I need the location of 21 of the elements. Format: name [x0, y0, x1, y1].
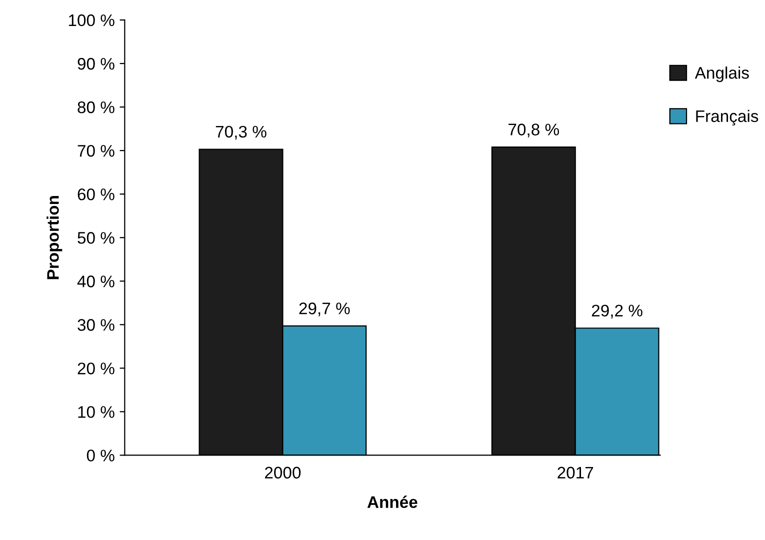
data-label: 70,3 % — [216, 126, 266, 140]
legend-label: Français — [696, 110, 758, 126]
legend-label: Anglais — [694, 66, 749, 82]
y-tick-label: 100 % — [68, 14, 114, 26]
x-axis-title: Année — [367, 496, 418, 508]
y-tick-label: 70 % — [78, 144, 114, 157]
data-label: 70,8 % — [508, 124, 559, 138]
y-tick-label: 0 % — [86, 450, 114, 462]
data-label: 29,2 % — [592, 304, 642, 318]
data-label: 29,7 % — [299, 302, 350, 316]
y-tick-label: 10 % — [78, 406, 114, 418]
y-axis-title: Proportion — [46, 196, 62, 280]
y-tick-label: 30 % — [78, 319, 114, 331]
y-tick-label: 50 % — [78, 232, 114, 244]
y-tick-label: 40 % — [77, 276, 114, 288]
y-tick-label: 90 % — [78, 58, 114, 70]
y-tick-label: 60 % — [78, 188, 114, 200]
y-tick-label: 80 % — [78, 101, 114, 114]
y-tick-label: 20 % — [78, 362, 114, 374]
x-tick-label: 2017 — [558, 466, 594, 479]
x-tick-label: 2000 — [265, 466, 301, 479]
